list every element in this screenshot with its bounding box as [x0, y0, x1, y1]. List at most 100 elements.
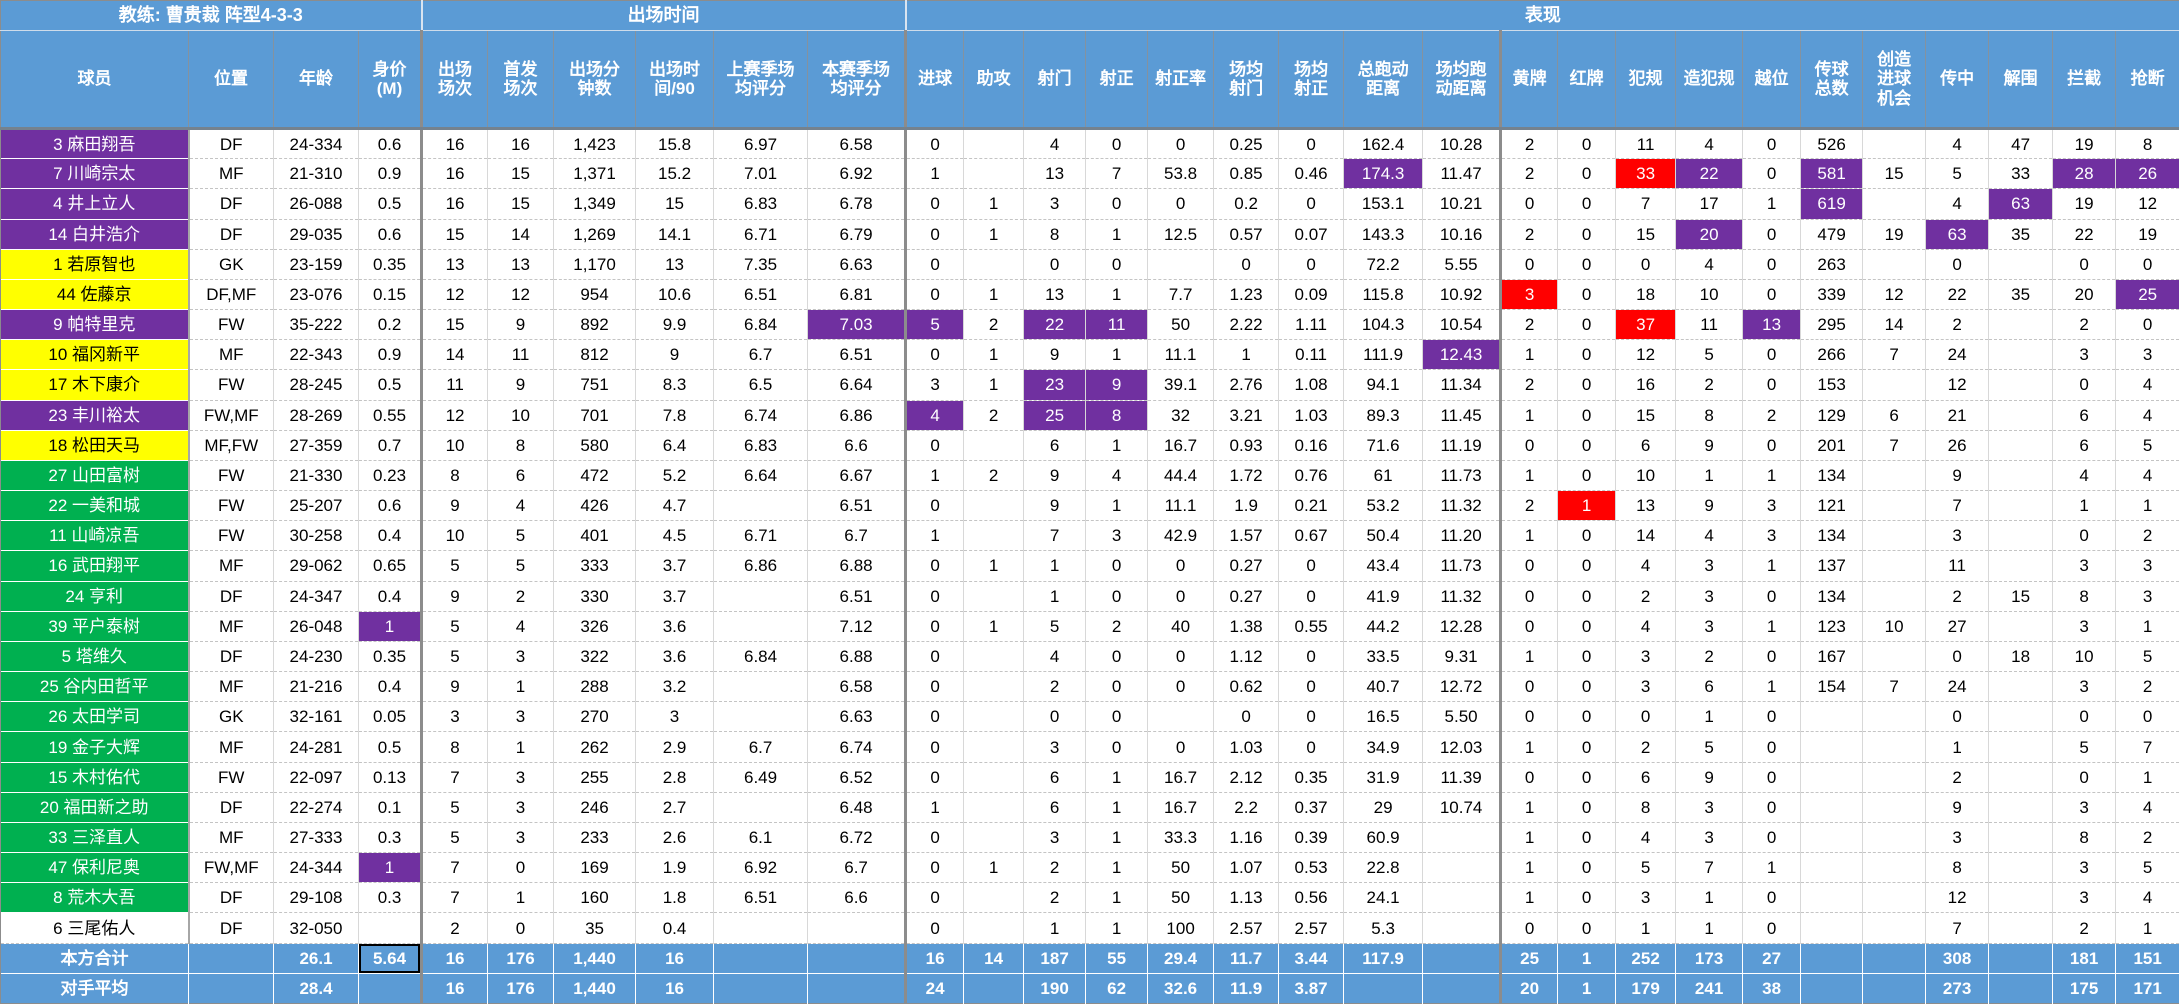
- cell-starts[interactable]: 12: [487, 279, 555, 311]
- cell-assists[interactable]: [963, 581, 1025, 612]
- cell-apps[interactable]: 11: [421, 369, 489, 401]
- cell-minutes[interactable]: 326: [553, 611, 637, 642]
- cell-passes[interactable]: 129: [1800, 400, 1864, 431]
- cell-fouled[interactable]: 3: [1675, 611, 1744, 642]
- cell-assists[interactable]: 1: [963, 279, 1025, 311]
- cell-rating_cur[interactable]: [807, 973, 908, 1004]
- cell-interceptions[interactable]: 4: [2052, 460, 2117, 492]
- cell-passes[interactable]: [1800, 852, 1864, 884]
- cell-rating_cur[interactable]: 6.81: [807, 279, 908, 311]
- cell-value[interactable]: 0.6: [358, 490, 424, 522]
- cell-position[interactable]: FW: [188, 369, 274, 401]
- cell-passes[interactable]: 154: [1800, 671, 1864, 703]
- cell-clearances[interactable]: [1988, 430, 2054, 461]
- cell-dist_pg[interactable]: 11.47: [1422, 158, 1503, 190]
- cell-value[interactable]: 0.13: [358, 762, 424, 793]
- cell-shots_on[interactable]: 1: [1085, 279, 1149, 311]
- cell-clearances[interactable]: [1988, 792, 2054, 823]
- player-name-cell[interactable]: 22 一美和城: [0, 490, 190, 522]
- cell-chances[interactable]: [1862, 249, 1927, 280]
- cell-rating_last[interactable]: [713, 611, 809, 642]
- cell-shots_pg[interactable]: 1.13: [1213, 882, 1280, 914]
- cell-dist_pg[interactable]: 11.32: [1422, 490, 1503, 522]
- cell-interceptions[interactable]: 20: [2052, 279, 2117, 311]
- cell-per90[interactable]: 3.6: [635, 611, 715, 642]
- cell-shots_pg[interactable]: 11.9: [1213, 973, 1280, 1004]
- cell-assists[interactable]: [963, 882, 1025, 914]
- cell-sot_pg[interactable]: 0: [1278, 701, 1345, 733]
- cell-goals[interactable]: 0: [905, 912, 965, 944]
- cell-sot_pg[interactable]: 0: [1278, 249, 1345, 280]
- cell-rating_cur[interactable]: 6.88: [807, 641, 908, 673]
- cell-dist_total[interactable]: 53.2: [1343, 490, 1424, 522]
- cell-clearances[interactable]: 35: [1988, 219, 2054, 250]
- cell-shots_on[interactable]: 62: [1085, 973, 1149, 1004]
- cell-yellow[interactable]: 25: [1500, 943, 1559, 974]
- cell-tackles[interactable]: 2: [2115, 671, 2179, 703]
- cell-clearances[interactable]: [1988, 762, 2054, 793]
- cell-shots_on[interactable]: 1: [1085, 490, 1149, 522]
- cell-apps[interactable]: 14: [421, 339, 489, 371]
- cell-yellow[interactable]: 0: [1500, 249, 1559, 280]
- cell-assists[interactable]: [963, 912, 1025, 944]
- cell-shots[interactable]: 1: [1023, 912, 1087, 944]
- cell-minutes[interactable]: 401: [553, 520, 637, 552]
- cell-yellow[interactable]: 1: [1500, 460, 1559, 492]
- cell-yellow[interactable]: 3: [1500, 279, 1559, 311]
- cell-red[interactable]: 0: [1557, 279, 1617, 311]
- cell-fouls[interactable]: 12: [1615, 339, 1677, 371]
- cell-position[interactable]: MF: [188, 611, 274, 642]
- cell-minutes[interactable]: 812: [553, 339, 637, 371]
- cell-crosses[interactable]: 2: [1925, 762, 1990, 793]
- cell-sot_pg[interactable]: 3.44: [1278, 943, 1345, 974]
- player-name-cell[interactable]: 1 若原智也: [0, 249, 190, 280]
- cell-shots_pg[interactable]: 1.07: [1213, 852, 1280, 884]
- player-name-cell[interactable]: 4 井上立人: [0, 188, 190, 220]
- cell-per90[interactable]: 15.8: [635, 128, 715, 160]
- cell-yellow[interactable]: 1: [1500, 339, 1559, 371]
- cell-fouled[interactable]: 20: [1675, 219, 1744, 250]
- cell-offsides[interactable]: 0: [1742, 249, 1802, 280]
- cell-minutes[interactable]: 1,371: [553, 158, 637, 190]
- cell-clearances[interactable]: 63: [1988, 188, 2054, 220]
- cell-dist_pg[interactable]: 11.39: [1422, 762, 1503, 793]
- col-header-per90[interactable]: 出场时 间/90: [635, 30, 715, 130]
- cell-shots[interactable]: 5: [1023, 611, 1087, 642]
- cell-goals[interactable]: 1: [905, 792, 965, 823]
- cell-rating_last[interactable]: 6.84: [713, 309, 809, 341]
- cell-goals[interactable]: 0: [905, 490, 965, 522]
- cell-dist_pg[interactable]: 12.72: [1422, 671, 1503, 703]
- col-header-age[interactable]: 年龄: [273, 30, 359, 130]
- cell-fouled[interactable]: 3: [1675, 550, 1744, 582]
- cell-rating_last[interactable]: 6.64: [713, 460, 809, 492]
- cell-red[interactable]: 0: [1557, 611, 1617, 642]
- cell-offsides[interactable]: 3: [1742, 490, 1802, 522]
- cell-chances[interactable]: [1862, 581, 1927, 612]
- cell-age[interactable]: 21-216: [273, 671, 359, 703]
- cell-fouled[interactable]: 3: [1675, 792, 1744, 823]
- col-header-fouls[interactable]: 犯规: [1615, 30, 1677, 130]
- cell-sot_pg[interactable]: 0.39: [1278, 822, 1345, 854]
- cell-shot_acc[interactable]: 0: [1147, 581, 1215, 612]
- cell-position[interactable]: MF: [188, 822, 274, 854]
- cell-yellow[interactable]: 1: [1500, 400, 1559, 431]
- cell-minutes[interactable]: 580: [553, 430, 637, 461]
- cell-per90[interactable]: 3.7: [635, 550, 715, 582]
- cell-fouled[interactable]: 1: [1675, 701, 1744, 733]
- player-name-cell[interactable]: 7 川崎宗太: [0, 158, 190, 190]
- cell-rating_last[interactable]: 6.5: [713, 369, 809, 401]
- cell-apps[interactable]: 16: [421, 158, 489, 190]
- cell-rating_last[interactable]: 6.71: [713, 520, 809, 552]
- cell-age[interactable]: 22-274: [273, 792, 359, 823]
- cell-tackles[interactable]: 0: [2115, 701, 2179, 733]
- cell-fouled[interactable]: 173: [1675, 943, 1744, 974]
- cell-rating_last[interactable]: [713, 701, 809, 733]
- cell-assists[interactable]: 2: [963, 309, 1025, 341]
- cell-apps[interactable]: 8: [421, 731, 489, 763]
- cell-shots[interactable]: 8: [1023, 219, 1087, 250]
- cell-chances[interactable]: [1862, 490, 1927, 522]
- cell-passes[interactable]: 134: [1800, 520, 1864, 552]
- cell-shots_on[interactable]: 0: [1085, 731, 1149, 763]
- cell-shots_on[interactable]: 0: [1085, 671, 1149, 703]
- cell-shots[interactable]: 3: [1023, 822, 1087, 854]
